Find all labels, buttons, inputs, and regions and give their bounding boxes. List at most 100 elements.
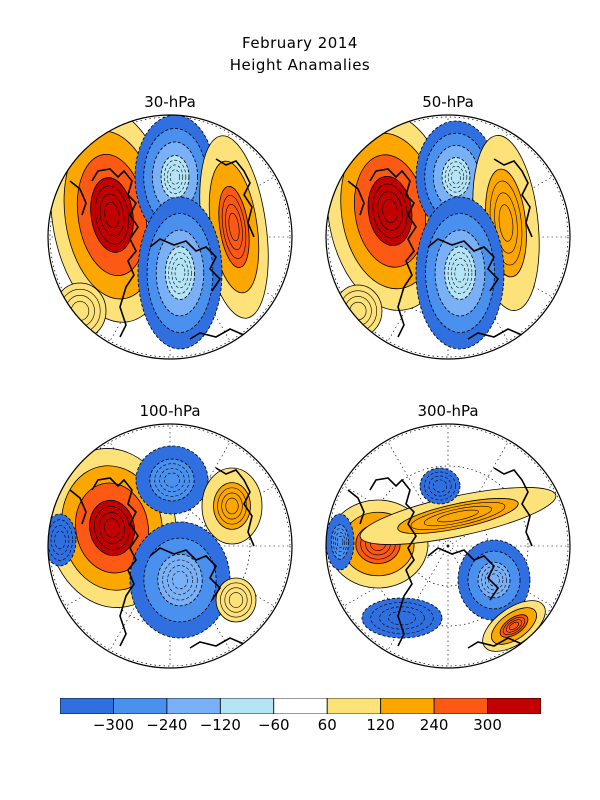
contour-level <box>333 284 383 338</box>
map-boundary <box>325 423 571 669</box>
positive-anomaly-blob <box>333 284 383 338</box>
contour-level <box>164 246 196 300</box>
contour-line <box>164 472 180 488</box>
contour-line <box>225 497 239 515</box>
map-boundary <box>47 423 293 669</box>
coastline <box>369 477 417 647</box>
negative-anomaly-blob <box>419 467 461 505</box>
contour-line <box>220 582 252 618</box>
polar-map <box>325 423 571 669</box>
contour-line <box>505 619 523 633</box>
colorbar-segment <box>166 698 221 714</box>
panel-label: 300-hPa <box>417 402 479 420</box>
positive-anomaly-blob <box>215 577 257 623</box>
coastline <box>493 467 533 547</box>
contour-line <box>54 530 66 550</box>
contour-line <box>217 487 247 525</box>
polar-map <box>47 114 293 360</box>
negative-anomaly-blob <box>326 513 355 571</box>
figure-title: February 2014 <box>242 34 358 52</box>
contour-level <box>441 157 471 197</box>
contour-line <box>488 573 500 587</box>
contour-line <box>99 193 125 237</box>
contour-level <box>444 246 476 300</box>
colorbar-tick-label: 300 <box>473 716 502 734</box>
contour-line <box>424 471 456 501</box>
contour-level <box>397 498 519 534</box>
contour-line <box>447 252 473 294</box>
panel-300hpa: 300-hPa <box>318 402 578 672</box>
latitude-circle <box>327 425 569 667</box>
coastline <box>215 158 255 238</box>
polar-map <box>325 114 571 360</box>
contour-line <box>382 198 398 224</box>
contour-line <box>508 621 520 631</box>
contour-level <box>48 513 77 567</box>
figure-subtitle: Height Anamalies <box>229 56 371 74</box>
contour-line <box>423 505 493 527</box>
latitude-circle <box>367 465 529 627</box>
contour-line <box>48 519 73 561</box>
contour-line <box>94 506 130 550</box>
contour-line <box>171 257 189 289</box>
contour-level <box>361 597 443 639</box>
panel-50hpa: 50-hPa <box>318 93 578 363</box>
negative-anomaly-blob <box>129 521 231 639</box>
contour-level <box>149 458 195 502</box>
map-boundary <box>47 114 293 360</box>
contour-line <box>372 183 408 239</box>
contour-line <box>410 501 506 531</box>
contour-line <box>154 463 190 497</box>
contour-line <box>221 492 243 520</box>
colorbar-tick-label: −300 <box>92 716 135 734</box>
colorbar-segment <box>273 698 328 714</box>
contour-line <box>502 616 526 636</box>
contour-line <box>451 257 469 289</box>
contour-level <box>419 467 461 505</box>
colorbar-segment <box>326 698 382 714</box>
contour-line <box>370 602 434 634</box>
contour-line <box>444 161 468 193</box>
contour-level <box>215 577 257 623</box>
contour-line <box>437 509 479 523</box>
coastline <box>347 180 365 216</box>
contour-level <box>477 561 511 599</box>
latitude-circle <box>49 425 291 667</box>
contour-line <box>159 467 185 493</box>
contour-line <box>332 528 348 556</box>
colorbar-tick-label: 60 <box>317 716 337 734</box>
negative-anomaly-blob <box>415 196 505 350</box>
contour-line <box>377 191 403 231</box>
positive-anomaly-blob <box>53 282 107 340</box>
coastline <box>215 467 255 547</box>
contour-line <box>104 202 120 228</box>
contour-line <box>432 479 448 493</box>
colorbar-segment <box>433 698 488 714</box>
colorbar-tick-label: −60 <box>257 716 290 734</box>
coastline <box>149 547 222 601</box>
contour-level <box>213 482 251 530</box>
contour-line <box>162 559 198 601</box>
contour-line <box>447 165 465 189</box>
colorbar-segment <box>60 698 114 714</box>
contour-line <box>95 185 129 245</box>
contour-line <box>224 587 248 613</box>
panel-label: 100-hPa <box>139 402 201 420</box>
contour-level <box>330 524 350 560</box>
contour-line <box>450 170 462 184</box>
map-boundary <box>325 114 571 360</box>
coastline <box>91 477 139 647</box>
contour-line <box>454 263 466 283</box>
contour-line <box>498 204 514 242</box>
colorbar-tick-label: 240 <box>419 716 449 734</box>
contour-level <box>89 499 135 557</box>
latitude-circle <box>49 116 291 358</box>
colorbar-tick-label: 120 <box>366 716 395 734</box>
negative-anomaly-blob <box>137 196 223 350</box>
contour-level <box>160 155 190 199</box>
contour-line <box>172 570 188 590</box>
colorbar <box>60 698 541 714</box>
colorbar-tick-label: −240 <box>146 716 188 734</box>
contour-line <box>163 159 187 195</box>
colorbar-tick-label: −120 <box>199 716 241 734</box>
